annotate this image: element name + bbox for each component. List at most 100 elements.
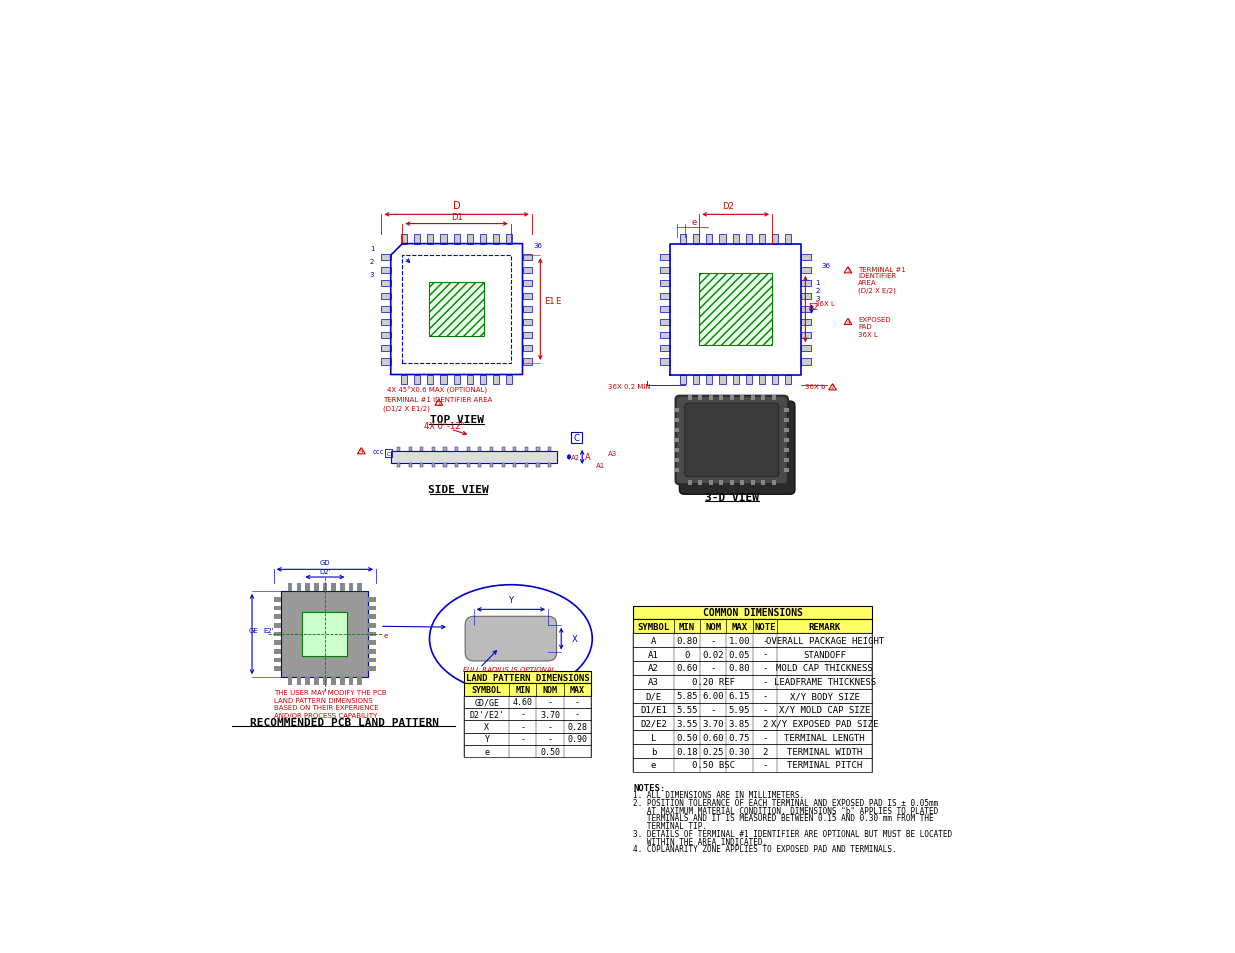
Bar (467, 235, 473, 244)
Bar (274, 640, 282, 645)
Text: 0.18: 0.18 (676, 747, 698, 756)
Bar (432, 447, 435, 452)
Bar (382, 346, 390, 352)
Bar (464, 708, 590, 720)
Bar (340, 678, 345, 685)
Bar (761, 481, 764, 485)
Bar (525, 447, 527, 452)
Bar (674, 438, 679, 442)
Bar (305, 583, 310, 591)
Text: MAX: MAX (731, 622, 747, 631)
Bar (674, 458, 679, 462)
Bar (453, 235, 459, 244)
Bar (274, 615, 282, 619)
Bar (430, 283, 484, 336)
Bar (699, 395, 703, 400)
Bar (719, 375, 725, 384)
Text: RECOMMENDED PCB LAND PATTERN: RECOMMENDED PCB LAND PATTERN (249, 717, 438, 727)
Text: NOM: NOM (542, 685, 557, 694)
Text: 0.05: 0.05 (729, 650, 750, 659)
Bar (634, 675, 872, 689)
Bar (443, 447, 447, 452)
Bar (772, 481, 776, 485)
Bar (454, 463, 458, 467)
Bar (382, 254, 390, 260)
Bar (785, 375, 792, 384)
Text: 0.90: 0.90 (567, 735, 587, 743)
Text: -: - (762, 650, 768, 659)
Bar (274, 623, 282, 628)
Text: MOLD CAP THICKNESS: MOLD CAP THICKNESS (777, 663, 873, 673)
Text: MIN: MIN (679, 622, 695, 631)
Text: (D/2 X E/2): (D/2 X E/2) (858, 287, 895, 294)
Text: PAD: PAD (858, 324, 872, 330)
Text: EXPOSED: EXPOSED (858, 316, 890, 322)
Bar (536, 463, 540, 467)
Text: E: E (555, 296, 561, 306)
Bar (348, 678, 353, 685)
Bar (719, 395, 724, 400)
Bar (525, 463, 527, 467)
Text: 0.60: 0.60 (703, 733, 724, 741)
Text: 0.02: 0.02 (703, 650, 724, 659)
Bar (522, 359, 532, 365)
Text: X/Y BODY SIZE: X/Y BODY SIZE (790, 691, 860, 700)
Bar (396, 447, 400, 452)
Bar (501, 463, 505, 467)
Bar (382, 359, 390, 365)
Bar (522, 333, 532, 339)
Text: D: D (453, 201, 461, 212)
Text: 3.85: 3.85 (729, 720, 750, 728)
Bar (709, 481, 713, 485)
Bar (274, 658, 282, 662)
Bar (490, 463, 493, 467)
Bar (802, 333, 811, 339)
Bar (274, 632, 282, 637)
Text: D1/E1: D1/E1 (640, 705, 667, 714)
Text: A: A (651, 636, 656, 645)
Bar (409, 463, 411, 467)
Text: REMARK: REMARK (809, 622, 841, 631)
Bar (522, 307, 532, 313)
Bar (522, 320, 532, 326)
Bar (314, 583, 319, 591)
Bar (382, 307, 390, 313)
Bar (464, 671, 590, 683)
Bar (464, 683, 590, 696)
Text: COMMON DIMENSIONS: COMMON DIMENSIONS (703, 608, 803, 618)
Bar (382, 320, 390, 326)
FancyBboxPatch shape (466, 617, 557, 661)
Text: NOM: NOM (705, 622, 721, 631)
Text: 0.80: 0.80 (676, 636, 698, 645)
Bar (382, 333, 390, 339)
Bar (501, 447, 505, 452)
Bar (634, 661, 872, 675)
Bar (634, 717, 872, 731)
Bar (305, 678, 310, 685)
Bar (427, 375, 433, 384)
Text: 3. DETAILS OF TERMINAL #1 IDENTIFIER ARE OPTIONAL BUT MUST BE LOCATED: 3. DETAILS OF TERMINAL #1 IDENTIFIER ARE… (634, 829, 952, 838)
Bar (401, 375, 408, 384)
Text: ccc: ccc (372, 449, 384, 455)
Text: 3: 3 (815, 295, 820, 301)
Text: TERMINALS AND IT IS MEASURED BETWEEN 0.15 AND 0.30 mm FROM THE: TERMINALS AND IT IS MEASURED BETWEEN 0.1… (634, 814, 934, 822)
Bar (634, 759, 872, 772)
Bar (634, 647, 872, 661)
Text: 6.00: 6.00 (703, 691, 724, 700)
Bar (432, 463, 435, 467)
Bar (401, 235, 408, 244)
Bar (303, 612, 347, 657)
Text: X: X (572, 635, 577, 643)
Bar (784, 418, 789, 422)
Text: X/Y MOLD CAP SIZE: X/Y MOLD CAP SIZE (779, 705, 871, 714)
Bar (514, 463, 516, 467)
Text: 0.80: 0.80 (729, 663, 750, 673)
Bar (674, 408, 679, 412)
Text: MIN: MIN (515, 685, 530, 694)
Text: -: - (762, 678, 768, 686)
Bar (441, 235, 447, 244)
Text: SYMBOL: SYMBOL (637, 622, 669, 631)
Text: 2: 2 (370, 259, 374, 265)
Bar (536, 447, 540, 452)
Bar (382, 294, 390, 300)
